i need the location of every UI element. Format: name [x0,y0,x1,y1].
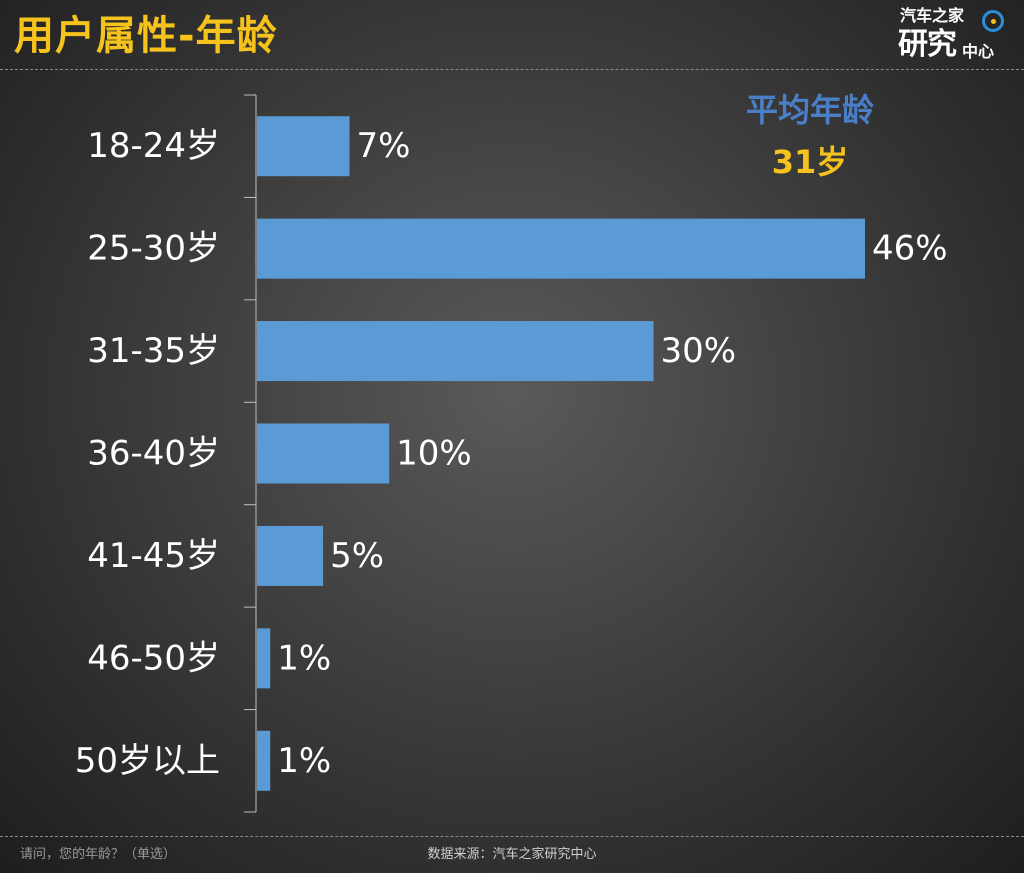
value-label-2: 30% [661,331,737,371]
average-age-label: 平均年龄 [745,91,874,129]
bar-3 [257,423,390,484]
category-label-4: 41-45岁 [87,536,220,576]
value-label-6: 1% [277,741,331,781]
bar-1 [257,218,865,279]
bar-5 [257,628,271,689]
data-source: 数据来源：汽车之家研究中心 [427,847,597,862]
value-label-3: 10% [396,434,472,474]
average-age-value: 31岁 [771,143,849,181]
category-label-0: 18-24岁 [87,126,220,166]
logo-ring-icon [982,10,1004,32]
header-divider [0,69,1024,70]
value-label-4: 5% [330,536,384,576]
logo-line3: 中心 [962,42,995,61]
category-label-1: 25-30岁 [87,229,220,269]
category-label-5: 46-50岁 [87,638,220,678]
logo-line2: 研究 [898,27,957,62]
page-title: 用户属性-年龄 [14,13,278,59]
brand-logo: 汽车之家 研究 中心 [898,6,1010,64]
value-label-1: 46% [872,229,948,269]
category-label-2: 31-35岁 [87,331,220,371]
footer-divider [0,836,1024,837]
bar-0 [257,116,350,177]
category-label-3: 36-40岁 [87,434,220,474]
value-label-0: 7% [357,126,411,166]
bar-6 [257,730,271,791]
logo-line1: 汽车之家 [900,6,965,25]
bar-4 [257,525,324,586]
value-label-5: 1% [277,638,331,678]
survey-question: 请问，您的年龄？（单选） [20,847,177,862]
bar-2 [257,321,654,382]
category-label-6: 50岁以上 [75,741,220,781]
